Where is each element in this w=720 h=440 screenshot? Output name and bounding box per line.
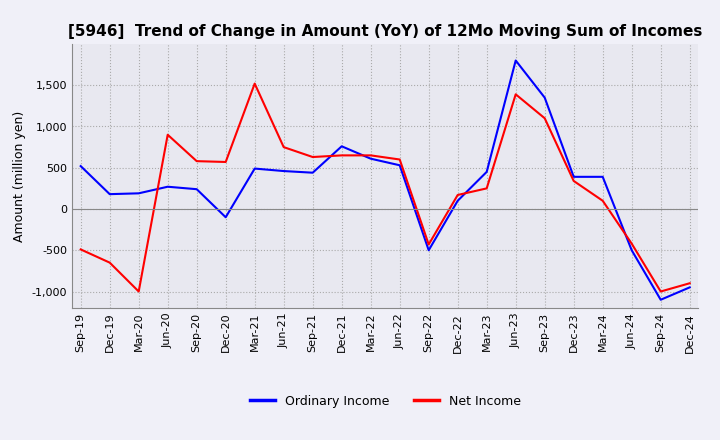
Net Income [685,281,694,286]
Ordinary Income [221,215,230,220]
Title: [5946]  Trend of Change in Amount (YoY) of 12Mo Moving Sum of Incomes: [5946] Trend of Change in Amount (YoY) o… [68,24,703,39]
Ordinary Income [541,95,549,100]
Ordinary Income [192,187,201,192]
Ordinary Income [279,169,288,174]
Ordinary Income [482,169,491,175]
Line: Ordinary Income: Ordinary Income [81,60,690,300]
Net Income [570,178,578,183]
Net Income [163,132,172,137]
Net Income [135,289,143,294]
Net Income [454,192,462,198]
Line: Net Income: Net Income [81,84,690,292]
Net Income [657,289,665,294]
Ordinary Income [76,163,85,169]
Net Income [76,247,85,252]
Net Income [482,186,491,191]
Net Income [424,242,433,247]
Net Income [511,92,520,97]
Ordinary Income [135,191,143,196]
Ordinary Income [570,174,578,180]
Net Income [541,116,549,121]
Ordinary Income [627,248,636,253]
Net Income [627,241,636,246]
Net Income [598,198,607,203]
Ordinary Income [251,166,259,171]
Net Income [395,157,404,162]
Legend: Ordinary Income, Net Income: Ordinary Income, Net Income [245,390,526,413]
Net Income [221,159,230,165]
Ordinary Income [685,285,694,290]
Net Income [251,81,259,86]
Ordinary Income [657,297,665,302]
Ordinary Income [163,184,172,189]
Net Income [338,153,346,158]
Net Income [366,153,375,158]
Ordinary Income [308,170,317,175]
Net Income [279,144,288,150]
Net Income [105,260,114,265]
Ordinary Income [511,58,520,63]
Ordinary Income [395,163,404,168]
Y-axis label: Amount (million yen): Amount (million yen) [13,110,26,242]
Ordinary Income [424,248,433,253]
Ordinary Income [454,198,462,203]
Ordinary Income [366,156,375,161]
Net Income [308,154,317,160]
Net Income [192,158,201,164]
Ordinary Income [338,143,346,149]
Ordinary Income [105,191,114,197]
Ordinary Income [598,174,607,180]
